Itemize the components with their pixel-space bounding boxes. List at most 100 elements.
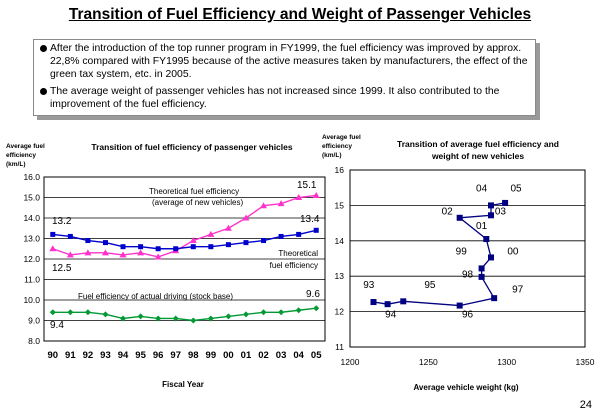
year-point-label: 01 (476, 221, 488, 232)
series-point-green (49, 309, 56, 316)
series-point-green (313, 305, 320, 312)
left-ytick-label: 10.0 (23, 295, 40, 305)
year-point-label: 98 (462, 270, 474, 281)
left-xlabel: Fiscal Year (162, 380, 204, 389)
right-ytick-label: 14 (335, 236, 345, 246)
weight-series-point (491, 295, 498, 302)
weight-series-point (384, 301, 391, 308)
left-ytick-label: 13.0 (23, 234, 40, 244)
green-start-value: 9.4 (50, 320, 64, 331)
series-line-3 (52, 307, 317, 322)
left-ytick-label: 8.0 (28, 336, 40, 346)
series-point-green (67, 309, 74, 316)
left-xtick-label: 91 (65, 350, 76, 361)
bullet-1: After the introduction of the top runner… (40, 42, 529, 81)
right-chart-title: Transition of average fuel efficiency an… (397, 139, 559, 149)
weight-series-point (488, 212, 494, 219)
blue-end-value: 13.4 (300, 214, 320, 225)
left-xtick-label: 95 (135, 350, 146, 361)
year-point-label: 93 (363, 280, 375, 291)
left-xtick-label: 94 (118, 350, 129, 361)
series-point-green (260, 309, 267, 316)
left-xtick-label: 01 (241, 350, 252, 361)
pink-series-label: Theoretical fuel efficiency (149, 187, 239, 196)
right-xlabel: Average vehicle weight (kg) (413, 383, 518, 392)
left-ytick-label: 12.0 (23, 254, 40, 264)
right-ytick-label: 12 (335, 307, 345, 317)
series-point-pink (189, 237, 197, 244)
blue-start-value: 13.2 (52, 216, 72, 227)
right-ylabel: efficiency (322, 143, 352, 150)
series-point-green (155, 315, 162, 322)
right-xtick-label: 1300 (497, 357, 516, 367)
series-point-pink (49, 245, 57, 252)
series-point-green (295, 307, 302, 314)
series-point-blue (50, 231, 56, 237)
series-point-pink (312, 191, 320, 198)
left-xtick-label: 99 (206, 350, 217, 361)
left-ylabel: (km/L) (6, 161, 26, 168)
left-xtick-label: 97 (170, 350, 181, 361)
series-point-pink (242, 214, 250, 221)
pink-start-value: 12.5 (52, 263, 72, 274)
series-point-pink (295, 194, 303, 200)
left-ytick-label: 9.0 (28, 316, 40, 326)
bullet-2: The average weight of passenger vehicles… (40, 85, 529, 111)
left-xtick-label: 02 (258, 350, 269, 361)
series-point-blue (313, 227, 319, 233)
year-point-label: 05 (511, 184, 523, 195)
left-ylabel: efficiency (6, 152, 36, 159)
weight-series-point (370, 299, 377, 306)
blue-series-label: Theoretical (278, 249, 318, 258)
series-point-pink (207, 230, 215, 237)
year-point-label: 94 (385, 309, 397, 320)
left-chart-title: Transition of fuel efficiency of passeng… (91, 142, 293, 152)
weight-series-point (456, 302, 463, 309)
green-end-value: 9.6 (306, 289, 320, 300)
series-point-pink (224, 224, 232, 231)
series-point-green (120, 315, 127, 322)
series-point-pink (84, 249, 92, 256)
series-point-blue (155, 246, 161, 252)
series-point-green (278, 309, 285, 316)
weight-series-point (400, 298, 407, 305)
series-point-blue (85, 238, 91, 244)
year-point-label: 03 (495, 207, 507, 218)
series-point-blue (190, 244, 196, 250)
series-point-green (225, 313, 232, 320)
green-series-label: Fuel efficiency of actual driving (stock… (78, 292, 233, 301)
year-point-label: 02 (442, 207, 454, 218)
series-point-pink (119, 251, 127, 258)
series-point-blue (261, 238, 267, 244)
series-point-blue (296, 231, 302, 237)
series-point-green (207, 315, 214, 322)
series-point-blue (208, 244, 214, 250)
series-point-pink (277, 200, 285, 207)
left-xtick-label: 90 (47, 350, 58, 361)
series-point-green (190, 317, 197, 324)
year-point-label: 00 (507, 247, 519, 258)
right-ylabel: (km/L) (322, 152, 342, 159)
series-point-blue (173, 246, 179, 252)
series-point-green (172, 315, 179, 322)
right-chart-title: weight of new vehicles (431, 151, 524, 161)
left-xtick-label: 92 (83, 350, 94, 361)
right-plot-area (349, 169, 586, 348)
year-point-label: 97 (512, 285, 524, 296)
pink-series-label: (average of new vehicles) (152, 198, 243, 207)
left-ytick-label: 16.0 (23, 172, 40, 182)
weight-series-point (488, 202, 494, 209)
series-point-blue (138, 244, 144, 250)
year-point-label: 04 (476, 184, 488, 195)
weight-series-point (502, 199, 509, 206)
weight-series-point (478, 265, 485, 272)
right-ylabel: Average fuel (322, 134, 361, 141)
left-xtick-label: 98 (188, 350, 199, 361)
series-line-2 (52, 229, 317, 250)
weight-series-point (478, 273, 485, 280)
right-xtick-label: 1350 (576, 357, 595, 367)
year-point-label: 95 (424, 280, 436, 291)
left-xtick-label: 04 (293, 350, 304, 361)
blue-series-label: fuel efficiency (270, 261, 318, 270)
